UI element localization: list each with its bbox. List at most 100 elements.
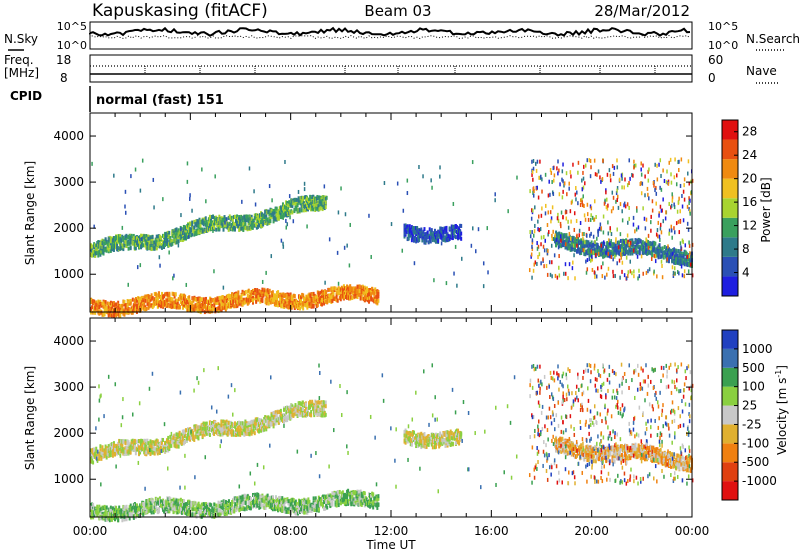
data-cell — [124, 205, 126, 209]
data-cell — [656, 164, 658, 168]
data-cell — [237, 290, 239, 294]
data-cell — [212, 307, 214, 311]
data-cell — [553, 166, 555, 170]
data-cell — [397, 182, 399, 186]
data-cell — [614, 274, 616, 278]
data-cell — [657, 228, 659, 232]
colorbar-tick-label: 4 — [742, 266, 750, 280]
data-cell — [566, 171, 568, 175]
data-cell — [261, 299, 263, 303]
data-cell — [650, 220, 652, 224]
data-cell — [113, 174, 115, 178]
data-cell — [106, 456, 108, 460]
data-cell — [572, 163, 574, 167]
data-cell — [461, 257, 463, 261]
data-cell — [621, 249, 623, 253]
data-cell — [537, 247, 539, 251]
data-cell — [285, 206, 287, 210]
data-cell — [212, 215, 214, 219]
data-cell — [532, 170, 534, 174]
data-cell — [557, 171, 559, 175]
data-cell — [662, 275, 664, 279]
data-cell — [558, 232, 560, 236]
data-cell — [452, 236, 454, 240]
data-cell — [191, 209, 193, 213]
data-cell — [665, 210, 667, 214]
data-cell — [632, 174, 634, 178]
data-cell — [274, 293, 276, 297]
data-cell — [571, 201, 573, 205]
data-cell — [431, 228, 433, 232]
data-cell — [439, 165, 441, 169]
data-cell — [433, 278, 435, 282]
data-cell — [108, 248, 110, 252]
data-cell — [638, 225, 640, 229]
data-cell — [615, 243, 617, 247]
data-cell — [603, 240, 605, 244]
data-cell — [619, 276, 621, 280]
data-cell — [101, 448, 103, 452]
colorbar-tick-label: 24 — [742, 148, 757, 162]
data-cell — [615, 240, 617, 244]
data-cell — [249, 166, 251, 170]
data-cell — [543, 235, 545, 239]
data-cell — [241, 294, 243, 298]
data-cell — [229, 222, 231, 226]
data-cell — [430, 178, 432, 182]
data-cell — [619, 178, 621, 182]
data-cell — [142, 243, 144, 247]
freq-left-unit: [MHz] — [4, 66, 39, 80]
data-cell — [130, 241, 132, 245]
data-cell — [125, 234, 127, 238]
data-cell — [677, 210, 679, 214]
data-cell — [437, 239, 439, 243]
data-cell — [674, 157, 676, 161]
data-cell — [119, 314, 121, 318]
data-cell — [552, 205, 554, 209]
data-cell — [105, 241, 107, 245]
data-cell — [534, 229, 536, 233]
data-cell — [229, 294, 231, 298]
data-cell — [91, 162, 93, 166]
data-cell — [668, 182, 670, 186]
noise-panel: N.Sky 10^5 10^0 10^5 10^0 N.Search — [4, 20, 800, 52]
data-cell — [612, 257, 614, 261]
data-cell — [690, 263, 692, 267]
data-cell — [612, 191, 614, 195]
colorbar-segment — [722, 179, 738, 199]
data-cell — [536, 241, 538, 245]
data-cell — [599, 227, 601, 231]
data-cell — [593, 251, 595, 255]
data-cell — [453, 202, 455, 206]
data-cell — [662, 168, 664, 172]
freq-panel-frame — [90, 55, 692, 82]
data-cell — [637, 250, 639, 254]
data-cell — [209, 433, 211, 437]
data-cell — [613, 172, 615, 176]
data-cell — [529, 230, 531, 234]
data-cell — [554, 173, 556, 177]
data-cell — [168, 231, 170, 235]
data-cell — [233, 222, 235, 226]
data-cell — [570, 170, 572, 174]
data-cell — [317, 303, 319, 307]
data-cell — [582, 237, 584, 241]
data-cell — [223, 286, 225, 290]
data-cell — [598, 252, 600, 256]
data-cell — [570, 174, 572, 178]
data-cell — [178, 445, 180, 449]
data-cell — [592, 216, 594, 220]
data-cell — [584, 248, 586, 252]
data-cell — [164, 243, 166, 247]
data-cell — [582, 232, 584, 236]
data-cell — [596, 274, 598, 278]
data-cell — [529, 268, 531, 272]
data-cell — [304, 182, 306, 186]
data-cell — [304, 187, 306, 191]
data-cell — [271, 254, 273, 258]
data-cell — [536, 262, 538, 266]
data-cell — [168, 293, 170, 297]
data-cell — [123, 313, 125, 317]
